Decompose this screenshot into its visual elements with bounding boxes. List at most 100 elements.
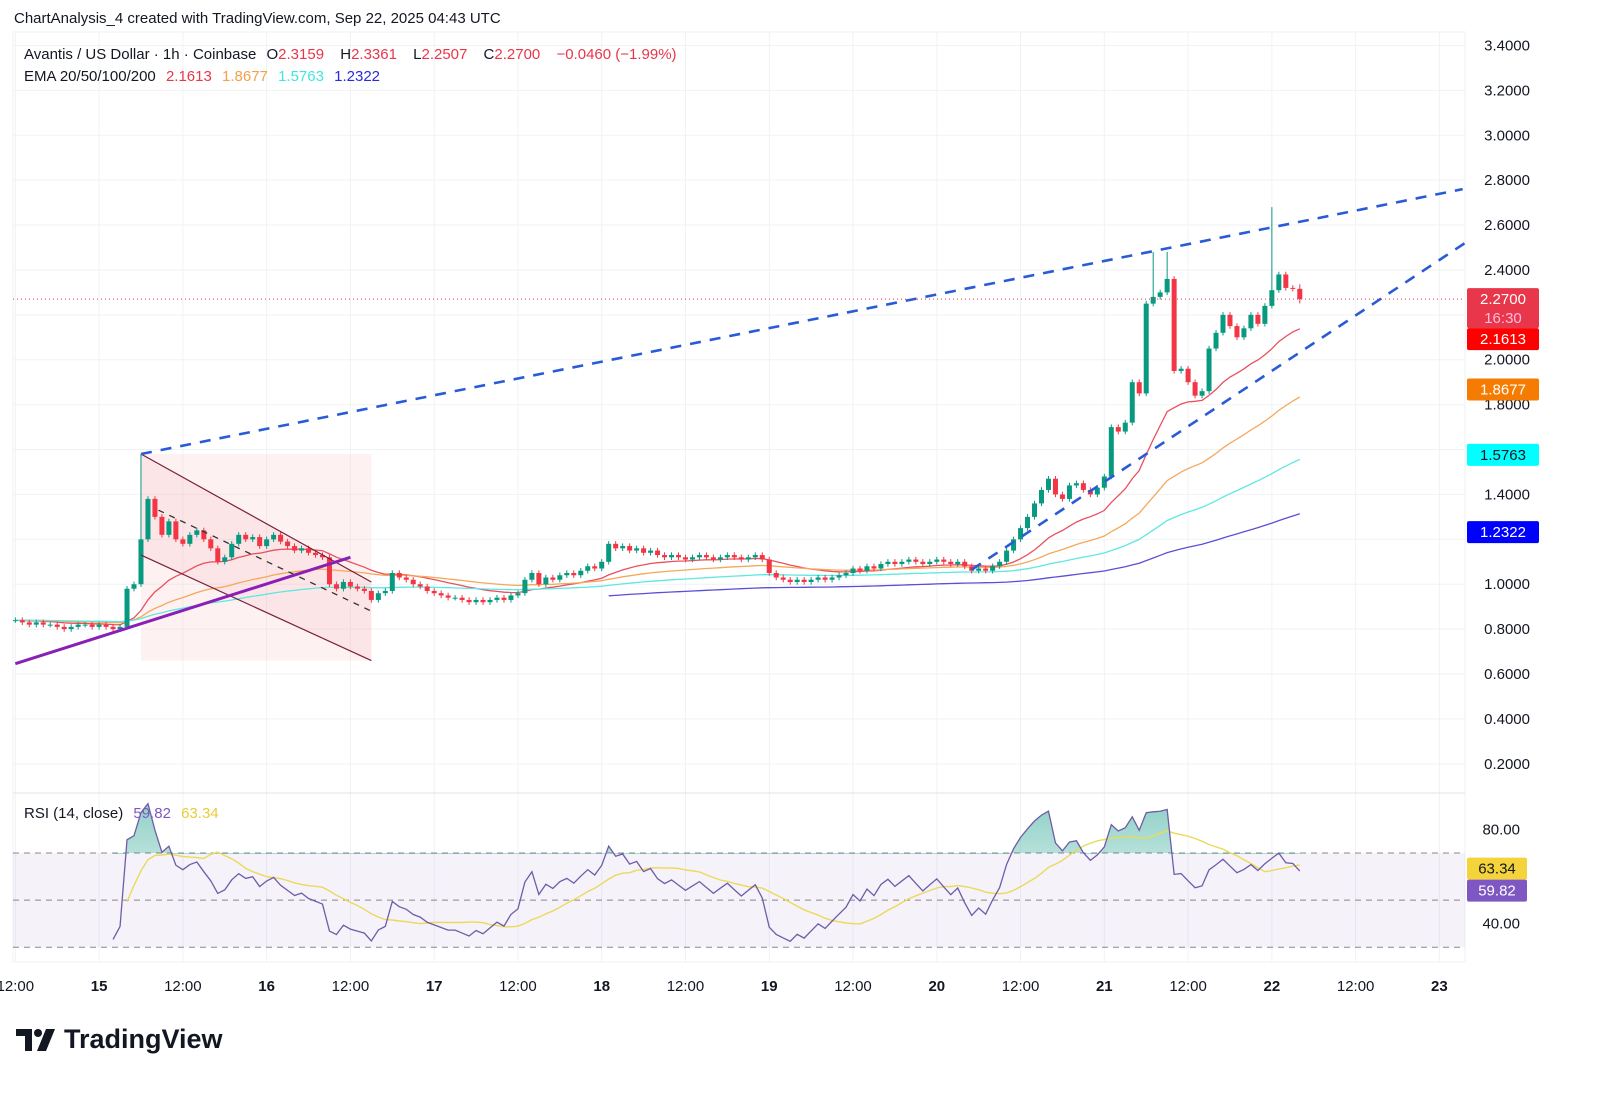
candle-body: [96, 624, 102, 627]
candle: [822, 574, 828, 583]
candle-body: [871, 566, 877, 569]
rsi-label-value: 59.82: [1478, 883, 1516, 900]
candle-body: [1122, 422, 1128, 432]
time-tick-label: 21: [1096, 978, 1113, 995]
candle: [997, 559, 1003, 569]
candles: [13, 207, 1303, 632]
candle-body: [648, 550, 654, 553]
candle: [836, 572, 842, 581]
candle: [40, 619, 46, 628]
candle-body: [54, 624, 60, 627]
candle: [299, 545, 305, 554]
candle: [410, 577, 416, 587]
candle-body: [180, 539, 186, 544]
price-tick-label: 2.0000: [1484, 352, 1530, 369]
candle-body: [864, 566, 870, 571]
candle-body: [292, 546, 298, 551]
candle-body: [236, 534, 242, 544]
candle-body: [703, 555, 709, 558]
ema-20-line: [15, 328, 1301, 626]
candle: [180, 536, 186, 547]
candle: [333, 581, 339, 592]
candle-body: [662, 555, 668, 558]
candle: [403, 574, 409, 583]
price-tick-label: 2.8000: [1484, 172, 1530, 189]
candle-body: [1269, 290, 1275, 306]
candle-body: [1178, 368, 1184, 371]
candle: [613, 541, 619, 552]
candle-body: [152, 498, 158, 517]
candle-body: [110, 626, 116, 630]
candle: [759, 552, 765, 563]
candle: [13, 617, 18, 623]
candle: [361, 586, 367, 594]
price-tick-label: 0.2000: [1484, 756, 1530, 773]
candle: [96, 621, 102, 630]
candle: [103, 621, 109, 630]
time-tick-label: 12:00: [667, 978, 705, 995]
candle-body: [159, 516, 165, 535]
time-tick-label: 17: [426, 978, 443, 995]
candle: [194, 527, 200, 538]
time-tick-label: 19: [761, 978, 778, 995]
ema-label[interactable]: EMA 20/50/100/200: [24, 68, 156, 85]
candle-body: [89, 624, 95, 627]
candle: [1276, 271, 1282, 293]
candle-body: [557, 575, 563, 580]
candle-body: [347, 581, 353, 587]
ema20-value: 2.1613: [165, 68, 212, 85]
candle: [389, 570, 395, 594]
candle: [522, 577, 528, 596]
candle-body: [1192, 382, 1198, 396]
price-label-bg: [1467, 288, 1539, 329]
candle-body: [19, 620, 25, 623]
candle: [669, 552, 675, 560]
time-tick-label: 12:00: [1337, 978, 1375, 995]
candle: [1136, 379, 1142, 397]
candle: [794, 577, 800, 585]
candle-body: [1297, 288, 1303, 300]
candle-body: [354, 586, 360, 589]
rsi-tick-label: 80.00: [1482, 821, 1520, 838]
candle-body: [145, 498, 151, 540]
candle: [710, 554, 716, 563]
candle-body: [1052, 478, 1058, 495]
candle-body: [138, 539, 144, 585]
price-tick-label: 1.8000: [1484, 397, 1530, 414]
price-label: 1.5763: [1467, 443, 1539, 466]
rsi-label[interactable]: RSI (14, close): [24, 805, 124, 822]
candle-body: [773, 573, 779, 578]
candle: [1045, 476, 1051, 493]
candle-body: [33, 622, 39, 625]
candle: [892, 559, 898, 567]
price-tick-label: 2.4000: [1484, 262, 1530, 279]
rsi-legend: RSI (14, close) 59.82 63.34: [24, 805, 225, 822]
candle-body: [1157, 292, 1163, 297]
candle: [1290, 285, 1296, 292]
candle: [983, 565, 989, 574]
upper-trendline: [140, 187, 1463, 456]
candle: [354, 583, 360, 592]
candle: [417, 581, 423, 590]
candle-body: [829, 577, 835, 580]
price-tick-label: 3.0000: [1484, 127, 1530, 144]
candle-body: [1101, 476, 1107, 488]
tradingview-logo[interactable]: TradingView: [16, 1024, 223, 1055]
candle-body: [682, 557, 688, 560]
candle: [89, 621, 95, 630]
candle: [1066, 482, 1072, 502]
symbol-name[interactable]: Avantis / US Dollar · 1h · Coinbase: [24, 46, 257, 63]
candle: [459, 595, 465, 603]
drawings[interactable]: [13, 187, 1466, 666]
candle-body: [578, 570, 584, 576]
candle: [47, 621, 53, 628]
candle: [808, 577, 814, 585]
candle: [906, 556, 912, 565]
ema50-value: 1.8677: [222, 68, 268, 85]
candle: [934, 556, 940, 565]
candle: [682, 554, 688, 563]
price-tick-label: 3.2000: [1484, 82, 1530, 99]
candle-body: [1283, 274, 1289, 288]
price-label-bg: [1467, 443, 1539, 466]
